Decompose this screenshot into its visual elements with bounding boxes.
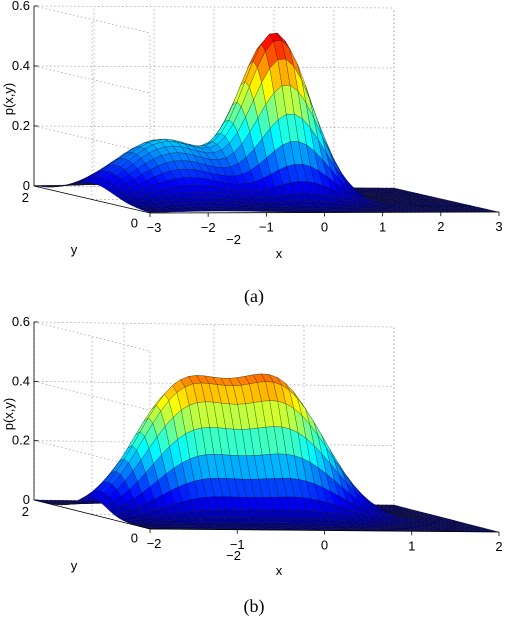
ylabel-a: y xyxy=(71,242,78,257)
zlabel-b: p(x,y) xyxy=(1,398,16,431)
grid-line xyxy=(33,321,151,352)
caption-a: (a) xyxy=(244,286,264,307)
caption-b: (b) xyxy=(244,596,265,617)
y-tick-label: −2 xyxy=(226,548,241,563)
grid-line xyxy=(33,5,151,34)
x-tick-label: −3 xyxy=(147,220,162,235)
y-axis xyxy=(33,185,151,214)
y-tick-label: 0 xyxy=(131,216,138,231)
y-tick-label: 2 xyxy=(22,504,29,519)
x-tick-label: −2 xyxy=(201,220,216,235)
z-tick-label: 0.4 xyxy=(12,373,30,388)
z-tick-label: 0.6 xyxy=(12,314,30,329)
zlabel-a: p(x,y) xyxy=(1,83,16,116)
x-tick-label: −1 xyxy=(259,220,274,235)
z-tick-label: 0.4 xyxy=(12,58,30,73)
z-tick-label: 0.2 xyxy=(12,433,30,448)
z-tick-label: 0 xyxy=(23,178,30,193)
x-tick-label: 1 xyxy=(379,219,386,234)
ylabel-b: y xyxy=(71,558,78,573)
z-tick-label: 0 xyxy=(23,492,30,507)
x-tick-label: 1 xyxy=(408,538,415,553)
xlabel-a: x xyxy=(276,246,283,261)
grid-line xyxy=(33,5,395,9)
x-tick-label: −2 xyxy=(147,536,162,551)
z-tick-label: 0.2 xyxy=(12,118,30,133)
x-tick-label: −1 xyxy=(230,537,245,552)
grid-line xyxy=(33,321,395,328)
x-tick-label: 3 xyxy=(495,219,502,234)
x-tick-label: 0 xyxy=(321,538,328,553)
xlabel-b: x xyxy=(276,563,283,578)
y-tick-label: 0 xyxy=(131,531,138,546)
z-tick-label: 0.6 xyxy=(12,0,30,13)
x-tick-label: 2 xyxy=(437,219,444,234)
x-tick-label: 2 xyxy=(495,539,502,554)
y-tick-label: 2 xyxy=(22,190,29,205)
x-tick-label: 0 xyxy=(321,220,328,235)
y-tick-label: −2 xyxy=(226,232,241,247)
y-axis xyxy=(33,499,151,530)
